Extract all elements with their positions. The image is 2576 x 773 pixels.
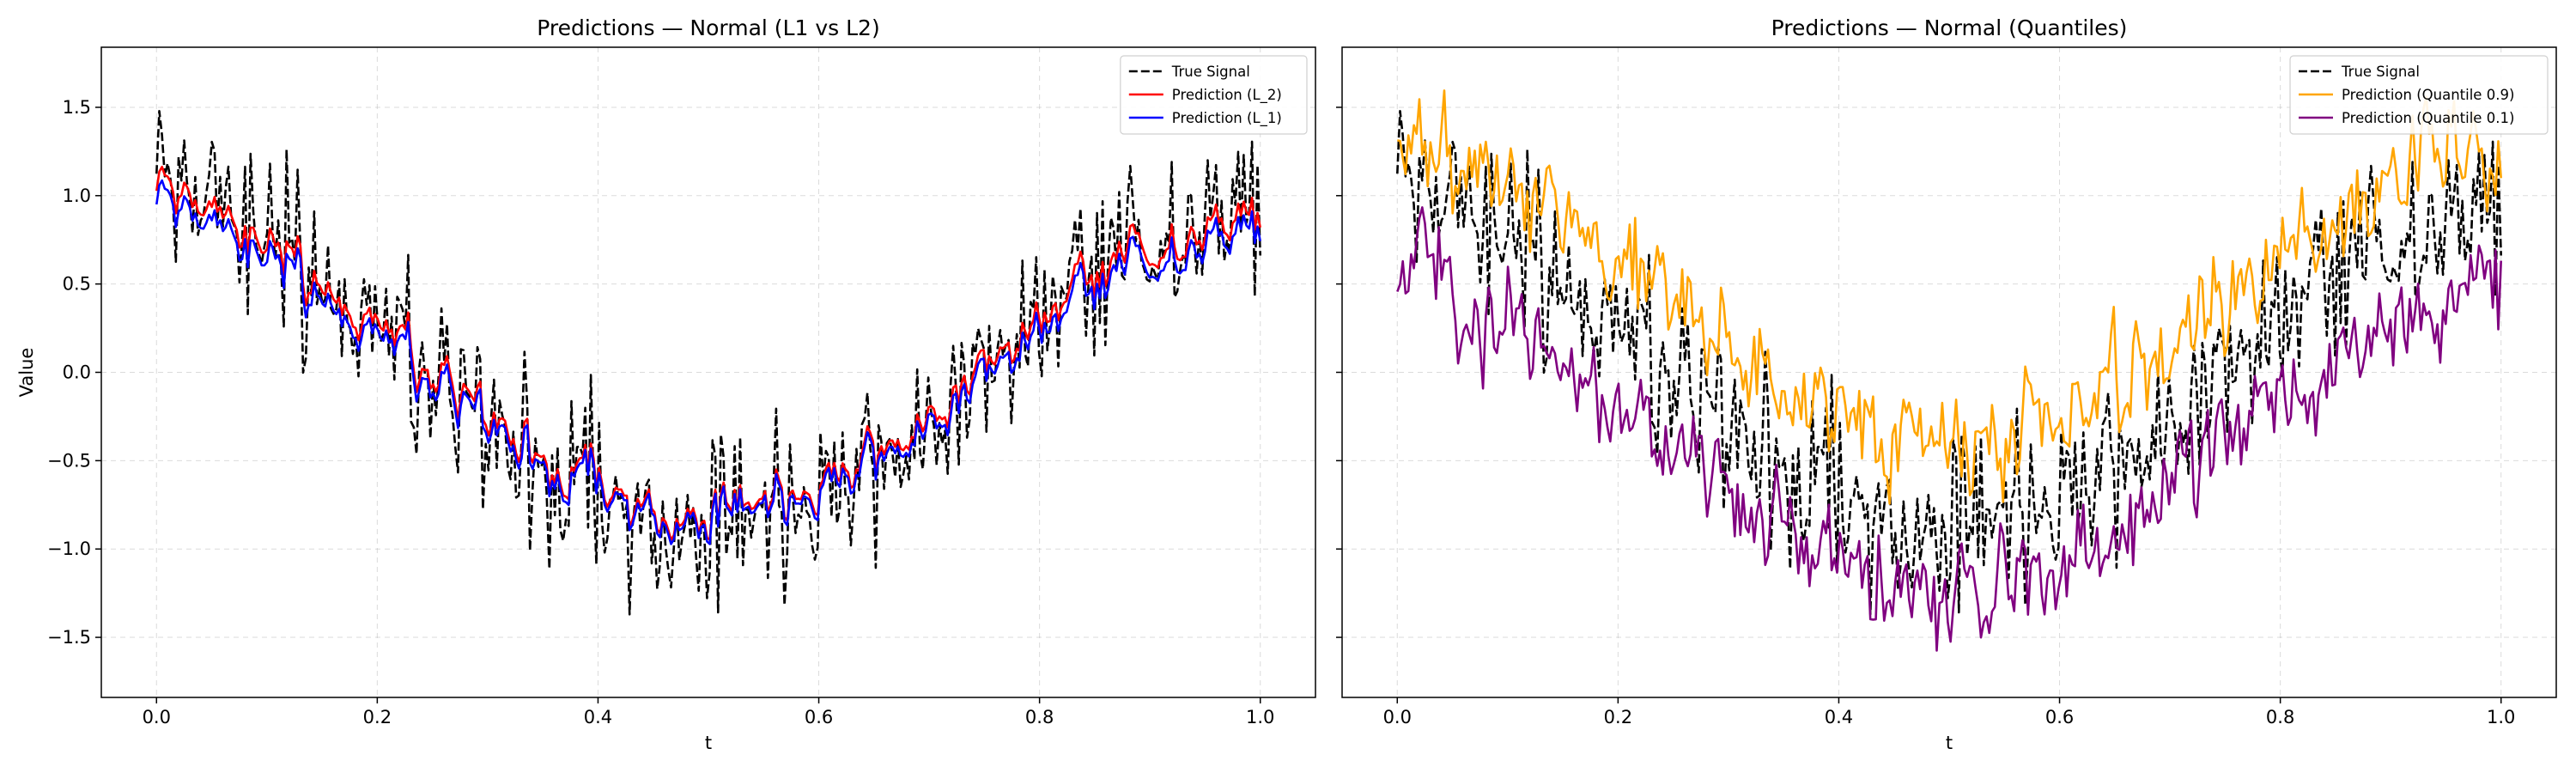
series-lines xyxy=(1396,89,2502,652)
chart-title: Predictions — Normal (L1 vs L2) xyxy=(537,15,879,40)
legend-label: True Signal xyxy=(1171,64,1250,80)
legend-label: Prediction (L_1) xyxy=(1172,110,1282,127)
legend-label: Prediction (L_2) xyxy=(1172,87,1282,104)
x-tick-label: 0.6 xyxy=(2045,707,2074,727)
x-tick-label: 1.0 xyxy=(1246,707,1274,727)
x-tick-label: 0.8 xyxy=(1025,707,1054,727)
series-line-prediction-quantile-0-1- xyxy=(1396,206,2502,652)
y-tick-label: 1.5 xyxy=(63,97,91,118)
legend-label: True Signal xyxy=(2341,64,2420,80)
legend-label: Prediction (Quantile 0.9) xyxy=(2342,87,2514,103)
chart-panel-2: 0.0 0.2 0.4 0.6 0.8 1.0 Predictions — Normal (… xyxy=(1336,15,2557,753)
y-tick-label: 1.0 xyxy=(63,186,91,206)
series-line-prediction-quantile-0-9- xyxy=(1397,89,2502,505)
x-tick-label: 0.4 xyxy=(584,707,612,727)
legend-box xyxy=(1120,55,1308,135)
chart-panel-1: 0.0 0.2 0.4 0.6 0.8 1.0 −1.5 −1.0 −0.5 0.0 0.5 1.0 1… xyxy=(16,15,1316,753)
x-tick-label: 1.0 xyxy=(2487,707,2515,727)
legend-box xyxy=(2289,55,2549,135)
x-tick-label: 0.6 xyxy=(805,707,833,727)
y-axis-label: Value xyxy=(16,348,37,398)
y-tick-label: −1.0 xyxy=(47,539,91,559)
y-tick-label: −1.5 xyxy=(47,627,91,648)
x-tick-label: 0.4 xyxy=(1825,707,1853,727)
legend-label: Prediction (Quantile 0.1) xyxy=(2342,110,2514,126)
series-lines xyxy=(155,110,1261,616)
x-tick-label: 0.2 xyxy=(1604,707,1632,727)
y-tick-label: 0.5 xyxy=(63,274,91,295)
legend: True Signal Prediction (L_2) Prediction (L… xyxy=(1120,55,1308,135)
x-tick-label: 0.0 xyxy=(143,707,171,727)
series-line-prediction-l-1- xyxy=(155,179,1261,545)
x-axis-label: t xyxy=(705,733,712,753)
y-tick-label: −0.5 xyxy=(47,450,91,471)
x-tick-label: 0.2 xyxy=(363,707,392,727)
y-tick-label: 0.0 xyxy=(63,362,91,383)
x-tick-label: 0.0 xyxy=(1383,707,1412,727)
series-line-true-signal xyxy=(1396,110,2502,616)
x-tick-label: 0.8 xyxy=(2266,707,2294,727)
series-line-prediction-l-2- xyxy=(155,166,1261,541)
legend: True Signal Prediction (Quantile 0.9) Pred… xyxy=(2289,55,2549,135)
chart-title: Predictions — Normal (Quantiles) xyxy=(1771,15,2128,40)
x-axis-label: t xyxy=(1946,733,1953,753)
